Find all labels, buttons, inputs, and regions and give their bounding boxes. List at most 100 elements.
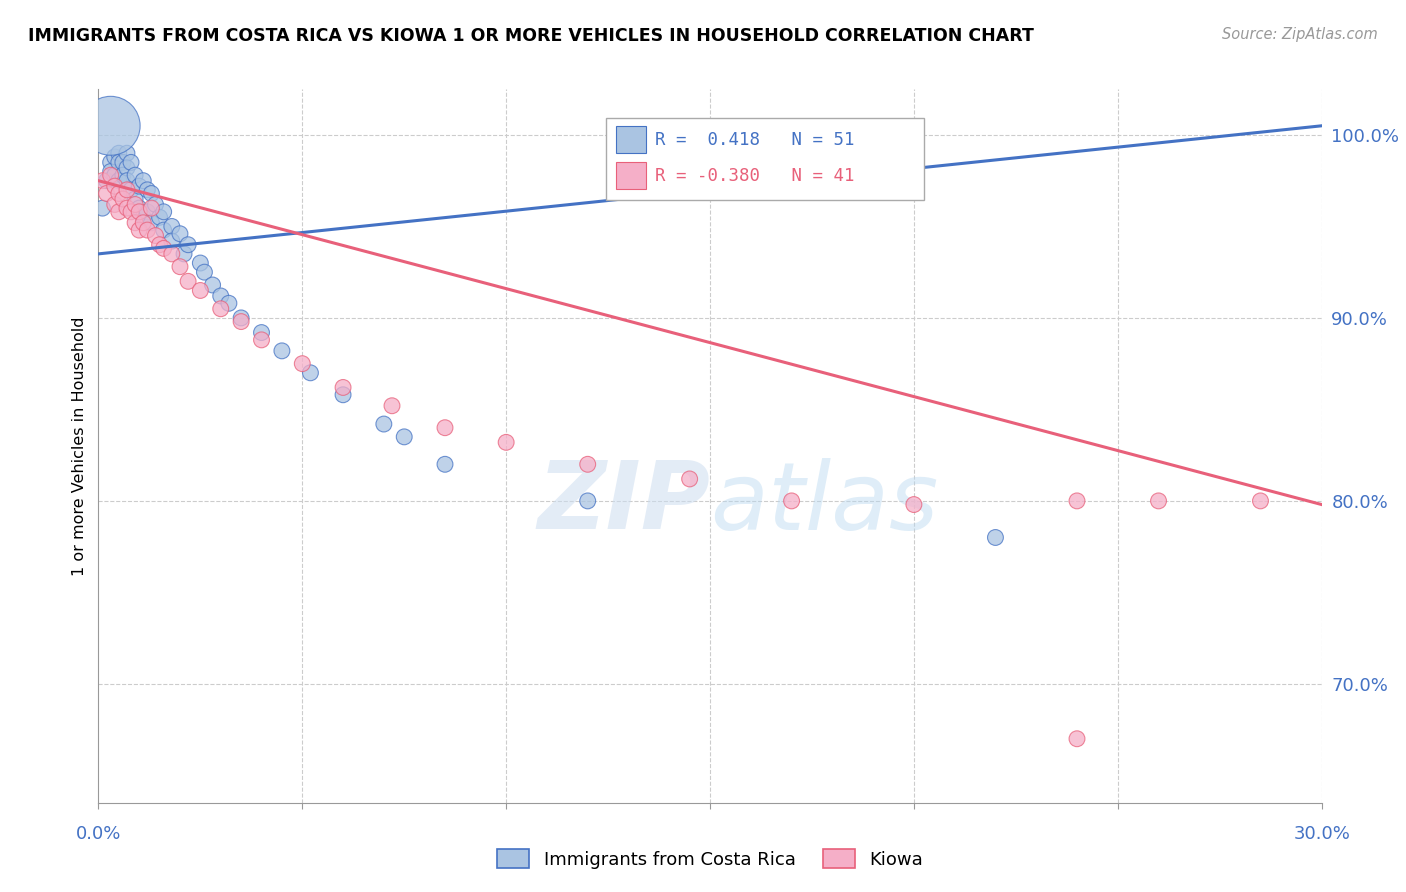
Point	[780, 494, 803, 508]
Point	[1066, 494, 1088, 508]
Point	[160, 234, 183, 248]
Point	[100, 168, 122, 182]
Point	[108, 186, 131, 201]
Point	[128, 204, 150, 219]
Point	[124, 197, 146, 211]
Point	[679, 472, 702, 486]
Point	[1147, 494, 1170, 508]
Point	[152, 241, 174, 255]
Point	[381, 399, 404, 413]
Point	[332, 380, 354, 394]
Point	[128, 201, 150, 215]
Point	[434, 458, 457, 472]
Legend: Immigrants from Costa Rica, Kiowa: Immigrants from Costa Rica, Kiowa	[489, 842, 931, 876]
Point	[100, 155, 122, 169]
Point	[250, 326, 273, 340]
Point	[141, 216, 163, 230]
Point	[373, 417, 395, 431]
Point	[434, 420, 457, 434]
Point	[291, 357, 314, 371]
Point	[193, 265, 215, 279]
Point	[177, 274, 200, 288]
Point	[984, 531, 1007, 545]
Point	[299, 366, 322, 380]
FancyBboxPatch shape	[616, 162, 647, 189]
FancyBboxPatch shape	[606, 118, 924, 200]
Point	[152, 223, 174, 237]
Point	[128, 223, 150, 237]
Point	[132, 211, 155, 225]
Point	[145, 197, 167, 211]
Point	[104, 179, 127, 194]
Point	[136, 223, 159, 237]
Point	[218, 296, 240, 310]
Point	[96, 186, 118, 201]
Point	[115, 201, 138, 215]
Point	[173, 247, 195, 261]
Point	[136, 183, 159, 197]
Point	[100, 119, 122, 133]
Point	[132, 216, 155, 230]
Point	[91, 201, 114, 215]
Point	[152, 204, 174, 219]
Point	[108, 174, 131, 188]
Point	[209, 301, 232, 316]
Text: R = -0.380   N = 41: R = -0.380 N = 41	[655, 167, 855, 185]
Point	[124, 168, 146, 182]
Point	[392, 430, 416, 444]
Point	[120, 183, 142, 197]
Point	[160, 219, 183, 234]
Point	[124, 192, 146, 206]
Point	[231, 310, 253, 325]
Point	[96, 174, 118, 188]
Point	[136, 204, 159, 219]
Point	[108, 155, 131, 169]
Point	[231, 315, 253, 329]
Y-axis label: 1 or more Vehicles in Household: 1 or more Vehicles in Household	[72, 317, 87, 575]
Point	[108, 204, 131, 219]
Point	[115, 174, 138, 188]
Point	[209, 289, 232, 303]
Point	[270, 343, 294, 358]
Text: IMMIGRANTS FROM COSTA RICA VS KIOWA 1 OR MORE VEHICLES IN HOUSEHOLD CORRELATION : IMMIGRANTS FROM COSTA RICA VS KIOWA 1 OR…	[28, 27, 1033, 45]
Point	[100, 164, 122, 178]
Point	[1249, 494, 1271, 508]
Point	[903, 498, 925, 512]
Point	[169, 227, 191, 241]
Point	[332, 388, 354, 402]
Point	[576, 494, 599, 508]
Point	[141, 186, 163, 201]
Point	[145, 228, 167, 243]
Point	[250, 333, 273, 347]
Point	[104, 168, 127, 182]
Text: 0.0%: 0.0%	[76, 825, 121, 843]
Point	[115, 161, 138, 175]
Text: ZIP: ZIP	[537, 457, 710, 549]
Point	[104, 150, 127, 164]
Point	[111, 168, 134, 182]
Point	[149, 211, 172, 225]
Point	[177, 237, 200, 252]
Point	[201, 277, 224, 292]
Point	[149, 237, 172, 252]
Text: atlas: atlas	[710, 458, 938, 549]
Text: 30.0%: 30.0%	[1294, 825, 1350, 843]
Text: Source: ZipAtlas.com: Source: ZipAtlas.com	[1222, 27, 1378, 42]
FancyBboxPatch shape	[616, 127, 647, 153]
Text: R =  0.418   N = 51: R = 0.418 N = 51	[655, 131, 855, 149]
Point	[128, 179, 150, 194]
Point	[108, 146, 131, 161]
Point	[91, 174, 114, 188]
Point	[188, 284, 212, 298]
Point	[495, 435, 517, 450]
Point	[169, 260, 191, 274]
Point	[576, 458, 599, 472]
Point	[111, 192, 134, 206]
Point	[188, 256, 212, 270]
Point	[124, 216, 146, 230]
Point	[120, 204, 142, 219]
Point	[115, 146, 138, 161]
Point	[132, 174, 155, 188]
Point	[104, 197, 127, 211]
Point	[160, 247, 183, 261]
